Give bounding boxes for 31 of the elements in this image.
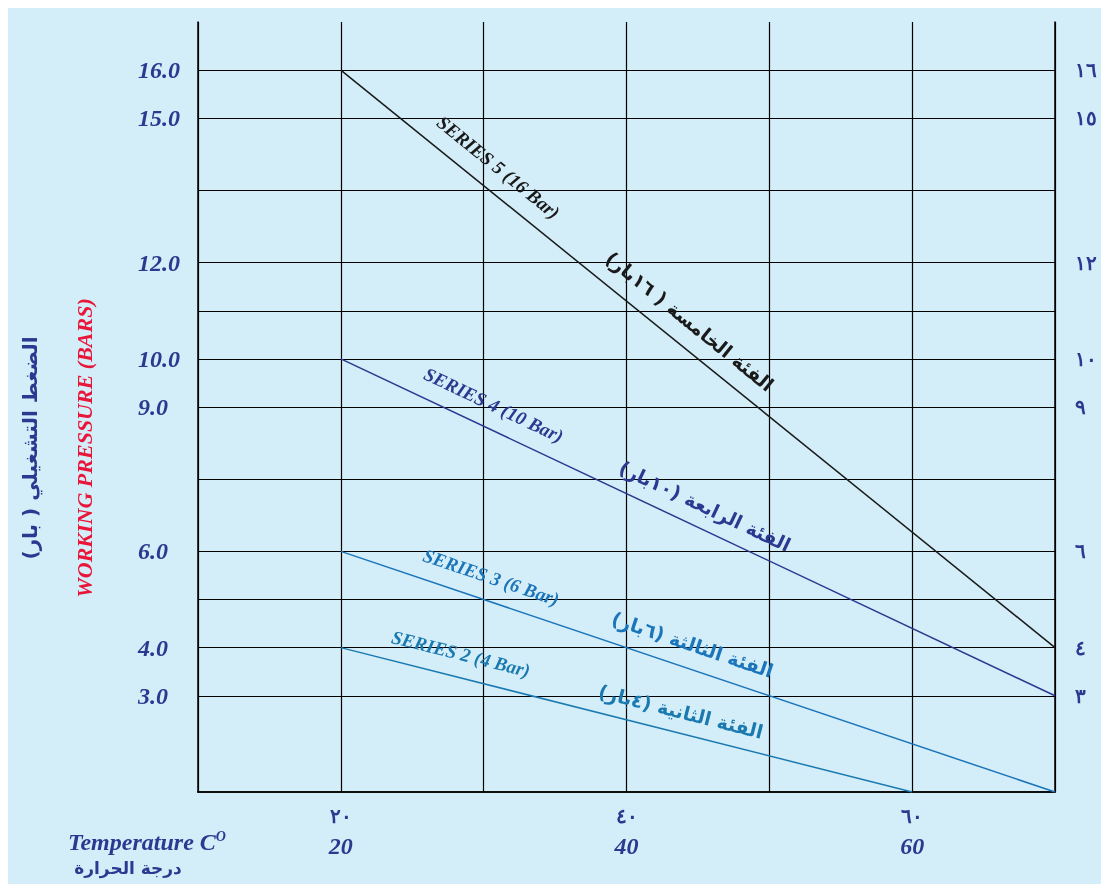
y2-tick-label: ١٢	[1075, 251, 1097, 274]
y-tick-label: 4.0	[137, 634, 168, 661]
y2-tick-label: ١٦	[1075, 59, 1097, 82]
x2-tick-label: ٦٠	[901, 805, 924, 827]
y-axis-title: WORKING PRESSURE (BARS)	[71, 298, 97, 598]
x2-tick-label: ٤٠	[615, 805, 638, 827]
y2-tick-label: ٦	[1075, 540, 1086, 563]
annotation: الفئة الثانية (٤بار)	[595, 680, 766, 744]
x2-tick-label: ٢٠	[329, 805, 352, 827]
y-tick-label: 16.0	[138, 57, 180, 84]
y2-tick-label: ٩	[1075, 396, 1086, 418]
y-tick-label: 12.0	[138, 249, 180, 276]
y-tick-label: 6.0	[138, 538, 168, 565]
text: درجة الحرارة	[74, 858, 183, 879]
text: SERIES 3 (6 Bar)	[420, 544, 562, 611]
annotation: الفئة الرابعة (١٠بار)	[615, 456, 795, 557]
x-tick-label: 20	[327, 833, 353, 859]
y-tick-label: 3.0	[137, 682, 168, 709]
y2-tick-label: ٣	[1075, 684, 1086, 707]
annotation: الفئة الثالثة (٦بار)	[608, 607, 777, 683]
y-tick-label: 15.0	[138, 105, 180, 132]
x-tick-label: 60	[900, 833, 925, 859]
annotation: الفئة الخامسة ( ١٦بار)	[600, 246, 779, 397]
x-tick-label: 40	[613, 833, 639, 859]
text: الضغط التشغيلي ( بار)	[18, 336, 43, 560]
text: SERIES 2 (4 Bar)	[389, 626, 533, 683]
y2-tick-label: ١٠	[1075, 347, 1097, 370]
y-tick-label: 9.0	[138, 394, 168, 420]
y-tick-label: 10.0	[138, 345, 180, 372]
y2-tick-label: ٤	[1075, 636, 1086, 659]
y2-tick-label: ١٥	[1075, 107, 1097, 130]
